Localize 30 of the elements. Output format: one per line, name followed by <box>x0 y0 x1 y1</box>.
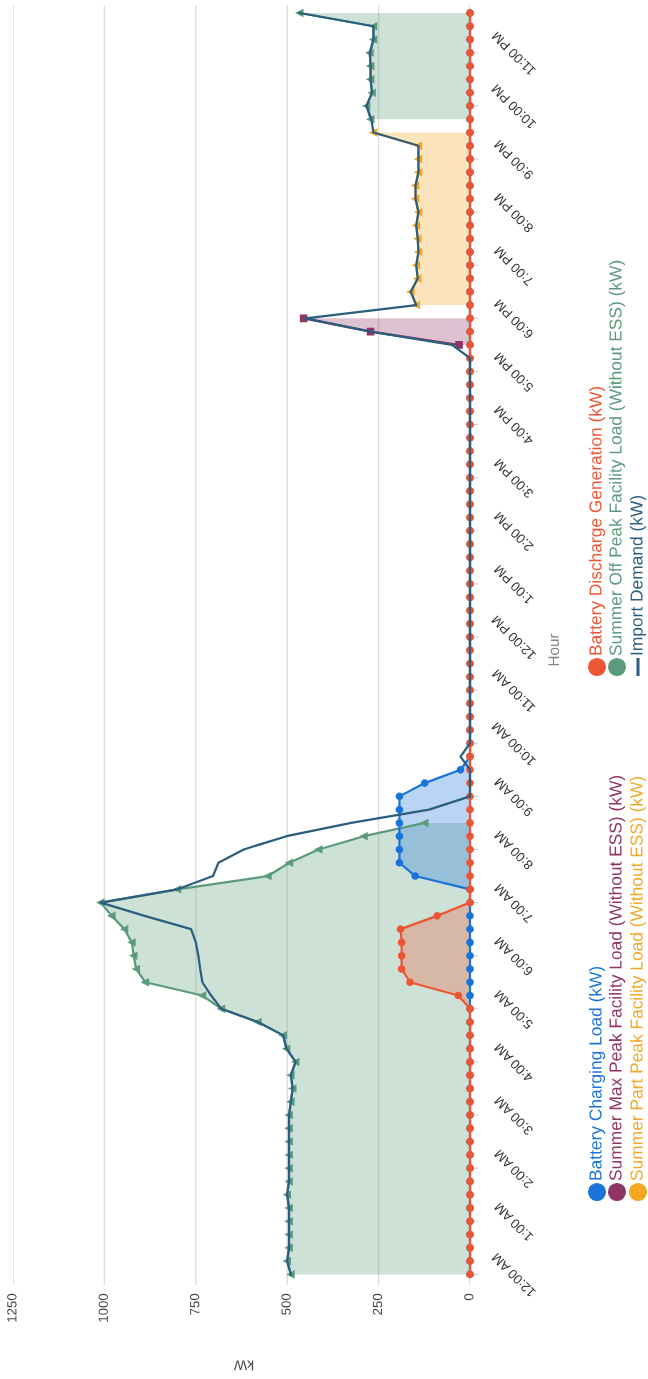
x-tick-label: 1250 <box>7 1293 17 1322</box>
text: Summer Off Peak Facility Load (Without ESS) (kW) <box>608 260 626 656</box>
y-tick-label: 5:00 AM <box>493 989 534 1030</box>
y-tick-label: 2:00 PM <box>493 511 534 552</box>
y-tick-label: 3:00 PM <box>493 458 534 499</box>
y-tick-label: 8:00 PM <box>493 193 534 234</box>
text: Summer Part Peak Facility Load (Without ESS) (kW) <box>629 776 647 1181</box>
y-tick-label: 5:00 PM <box>493 352 534 393</box>
y-tick-label: 3:00 AM <box>493 1096 534 1136</box>
y-tick-label: 6:00 PM <box>493 299 534 340</box>
x-tick-label: 1000 <box>98 1293 108 1322</box>
y-tick-label: 1:00 AM <box>493 1202 534 1242</box>
y-tick-label: 2:00 AM <box>493 1149 534 1189</box>
x-tick-label: 250 <box>372 1293 383 1315</box>
y-tick-label: 4:00 AM <box>493 1043 534 1083</box>
x-tick-label: 750 <box>190 1293 200 1315</box>
text: Battery Charging Load (kW) <box>588 966 606 1180</box>
y-axis-title: Hour <box>548 633 560 666</box>
y-tick-label: 9:00 AM <box>493 777 534 818</box>
text: Battery Discharge Generation (kW) <box>588 386 606 655</box>
x-tick-label: 0 <box>464 1293 474 1301</box>
y-tick-label: 8:00 AM <box>493 830 534 871</box>
x-tick-label: 500 <box>281 1293 291 1315</box>
text: Import Demand (kW) <box>629 495 647 655</box>
y-tick-label: 6:00 AM <box>493 936 534 977</box>
y-tick-label: 4:00 PM <box>493 405 535 446</box>
x-axis-title: kW <box>234 1360 254 1371</box>
y-tick-label: 1:00 PM <box>493 564 534 605</box>
y-tick-label: 9:00 PM <box>493 139 534 181</box>
text: Summer Max Peak Facility Load (Without ESS) (kW) <box>608 775 626 1181</box>
